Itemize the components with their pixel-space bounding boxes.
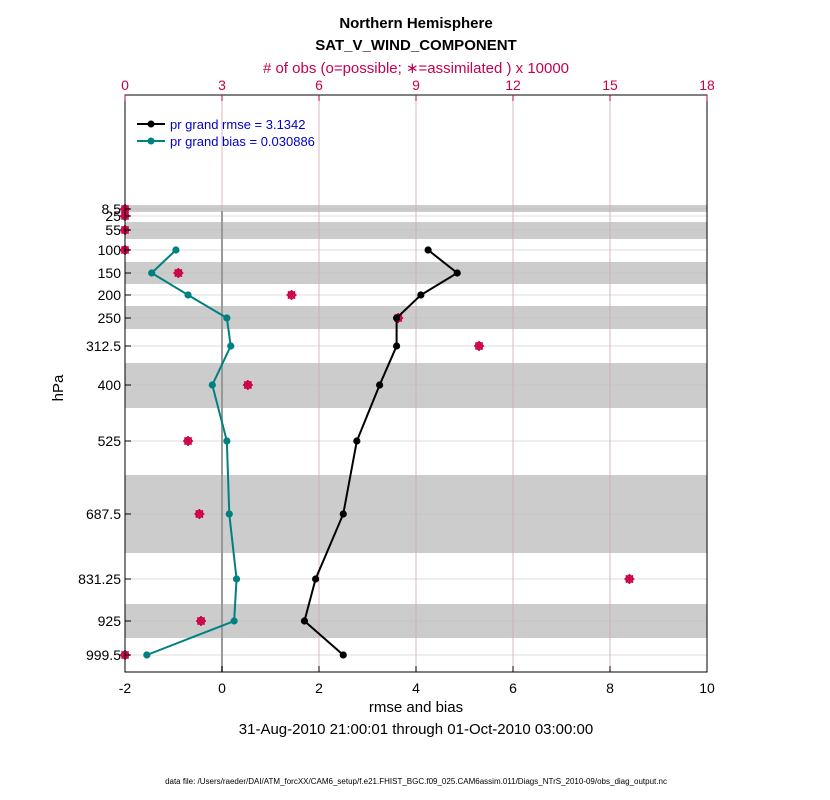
series-point-bias xyxy=(225,510,233,518)
y-tick-label: 312.5 xyxy=(86,338,121,354)
series-point-bias xyxy=(143,651,151,659)
y-tick-label: 25 xyxy=(105,208,121,224)
series-point-bias xyxy=(223,314,231,322)
x-tick-label: 0 xyxy=(218,680,226,696)
data-file-footer: data file: /Users/raeder/DAI/ATM_forcXX/… xyxy=(165,777,667,786)
series-point-rmse xyxy=(300,617,309,625)
series-point-bias xyxy=(172,246,180,254)
chart-title: Northern Hemisphere xyxy=(339,15,492,32)
obs-assimilated-marker xyxy=(194,509,205,519)
x-tick-label: 8 xyxy=(606,680,614,696)
x-tick-label: 6 xyxy=(509,680,517,696)
obs-assimilated-marker xyxy=(286,290,297,300)
series-point-bias xyxy=(208,381,216,389)
series-point-bias xyxy=(184,291,192,299)
series-point-rmse xyxy=(376,381,384,389)
chart-subtitle: SAT_V_WIND_COMPONENT xyxy=(315,37,516,54)
series-point-rmse xyxy=(453,269,461,277)
y-tick-label: 999.5 xyxy=(86,647,121,663)
obs-assimilated-marker xyxy=(624,574,635,584)
y-axis-label: hPa xyxy=(50,374,67,401)
legend-label-bias: pr grand bias = 0.030886 xyxy=(170,134,315,149)
obs-assimilated-marker xyxy=(195,616,206,626)
legend-marker-bias xyxy=(147,137,155,145)
legend: pr grand rmse = 3.1342 pr grand bias = 0.… xyxy=(137,117,315,149)
date-range: 31-Aug-2010 21:00:01 through 01-Oct-2010… xyxy=(239,721,593,738)
y-tick-label: 400 xyxy=(98,377,122,393)
series-point-rmse xyxy=(312,575,320,583)
top-tick-label: 3 xyxy=(218,77,226,93)
x-tick-label: 4 xyxy=(412,680,420,696)
y-tick-label: 831.25 xyxy=(78,571,121,587)
y-tick-label: 200 xyxy=(98,287,122,303)
series-point-rmse xyxy=(424,246,432,254)
y-tick-label: 8.5 xyxy=(102,201,122,217)
top-tick-label: 15 xyxy=(602,77,618,93)
series-point-rmse xyxy=(339,651,347,659)
y-tick-label: 100 xyxy=(98,242,122,258)
series-point-bias xyxy=(223,437,231,445)
legend-marker-rmse xyxy=(147,120,155,128)
series-point-rmse xyxy=(393,342,401,350)
series-point-bias xyxy=(232,575,241,583)
y-tick-label: 250 xyxy=(98,310,122,326)
series-lines xyxy=(143,246,461,659)
x-tick-label: -2 xyxy=(119,680,132,696)
top-tick-label: 12 xyxy=(505,77,521,93)
x-axis-label: rmse and bias xyxy=(369,699,463,716)
bottom-axis-ticks: -2 0 2 4 6 8 10 xyxy=(119,666,715,696)
series-point-rmse xyxy=(417,291,425,299)
obs-assimilated-marker xyxy=(474,341,485,351)
top-tick-label: 0 xyxy=(121,77,129,93)
y-tick-label: 925 xyxy=(98,613,122,629)
legend-label-rmse: pr grand rmse = 3.1342 xyxy=(170,117,306,132)
series-point-bias xyxy=(148,269,156,277)
y-tick-label: 150 xyxy=(98,265,122,281)
y-tick-label: 525 xyxy=(98,433,122,449)
series-point-bias xyxy=(230,617,238,625)
series-point-rmse xyxy=(353,437,361,445)
top-axis-label: # of obs (o=possible; ∗=assimilated ) x … xyxy=(263,60,569,77)
series-point-rmse xyxy=(339,510,347,518)
obs-assimilated-marker xyxy=(173,268,184,278)
series-point-rmse xyxy=(393,314,401,322)
obs-assimilated-marker xyxy=(183,436,194,446)
x-tick-label: 2 xyxy=(315,680,323,696)
x-tick-label: 10 xyxy=(699,680,715,696)
top-axis-ticks: 0 3 6 9 12 15 18 xyxy=(121,77,715,101)
y-tick-label: 55 xyxy=(105,222,121,238)
top-tick-label: 9 xyxy=(412,77,420,93)
obs-assimilated-marker xyxy=(242,380,253,390)
series-point-bias xyxy=(227,342,235,350)
y-tick-label: 687.5 xyxy=(86,506,121,522)
top-tick-label: 18 xyxy=(699,77,715,93)
top-tick-label: 6 xyxy=(315,77,323,93)
